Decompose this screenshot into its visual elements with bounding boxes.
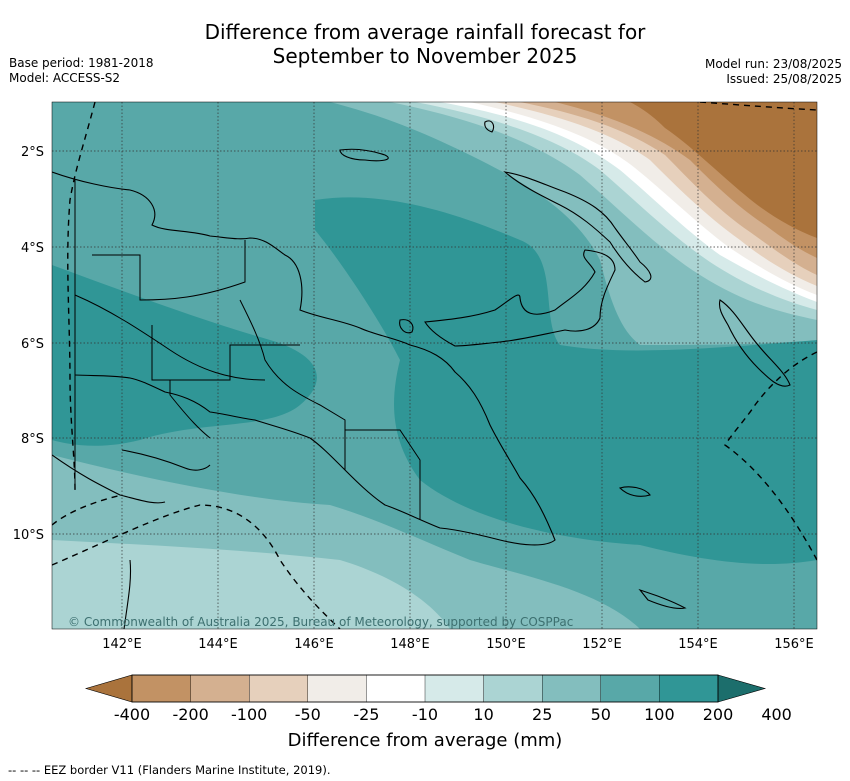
lon-label-146e: 146°E	[294, 637, 334, 652]
map-fill: © Commonwealth of Australia 2025, Bureau…	[52, 102, 817, 629]
lon-label-150e: 150°E	[486, 637, 526, 652]
run-info: Model run: 23/08/2025 Issued: 25/08/2025	[705, 57, 842, 87]
lat-label-8s: 8°S	[21, 432, 44, 447]
colorbar-tick-label: 25	[532, 705, 552, 724]
colorbar-cell	[542, 674, 602, 703]
border-a	[74, 294, 266, 381]
colorbar-ticks: -400 -200 -100 -50 -25 -10 10 25 50 100 200 400	[114, 705, 792, 724]
lat-label-6s: 6°S	[21, 337, 44, 352]
title-line-2: September to November 2025	[272, 44, 578, 68]
colorbar-tick-label: -100	[231, 705, 267, 724]
eez-north	[699, 102, 817, 111]
copyright-text: © Commonwealth of Australia 2025, Bureau…	[68, 615, 573, 629]
new-ireland	[503, 171, 652, 283]
model-text: Model: ACCESS-S2	[9, 71, 121, 85]
band-200-west	[52, 265, 317, 446]
colorbar-tick-label: -25	[353, 705, 379, 724]
lon-label-152e: 152°E	[582, 637, 622, 652]
colorbar-cell	[483, 674, 543, 703]
woodlark-island	[618, 486, 651, 497]
colorbar-tick-label: -400	[114, 705, 150, 724]
colorbar-tick-label: -200	[172, 705, 208, 724]
colorbar-cells	[131, 674, 719, 703]
map-frame	[51, 101, 818, 630]
colorbar-tick-label: 10	[473, 705, 493, 724]
coastlines	[52, 120, 791, 629]
new-guinea-coast	[52, 171, 556, 546]
colorbar-tick-label: 50	[591, 705, 611, 724]
eez-southwest	[52, 494, 123, 526]
border-b	[151, 325, 300, 381]
colorbar-frame	[131, 674, 719, 703]
border-f	[92, 240, 246, 301]
colorbar-cell	[131, 674, 192, 703]
colorbar-cell	[248, 674, 309, 703]
model-info: Base period: 1981-2018 Model: ACCESS-S2	[9, 56, 154, 86]
band-200-central	[315, 197, 817, 565]
colorbar-cell	[600, 674, 660, 703]
border-d	[239, 299, 346, 470]
fly-delta	[121, 449, 211, 471]
map-title: Difference from average rainfall forecas…	[0, 20, 850, 68]
colorbar: -400 -200 -100 -50 -25 -10 10 25 50 100 200 400	[84, 674, 792, 724]
colorbar-tick-label: -10	[412, 705, 438, 724]
colorbar-label: Difference from average (mm)	[287, 730, 563, 751]
graticule	[52, 102, 817, 629]
issued-text: Issued: 25/08/2025	[726, 72, 842, 86]
colorbar-right-arrow	[717, 674, 767, 703]
colorbar-cell	[307, 674, 367, 703]
title-line-1: Difference from average rainfall forecas…	[204, 20, 646, 44]
colorbar-tick-label: 200	[703, 705, 734, 724]
lon-labels: 142°E 144°E 146°E 148°E 150°E 152°E 154°…	[102, 637, 814, 652]
colorbar-cell	[190, 674, 250, 703]
base-period-text: Base period: 1981-2018	[9, 56, 154, 70]
south-coast	[52, 454, 166, 504]
lon-label-144e: 144°E	[198, 637, 238, 652]
lon-label-154e: 154°E	[678, 637, 718, 652]
rossel-island	[638, 588, 687, 609]
cape-york	[123, 559, 132, 629]
border-e	[345, 429, 421, 520]
band-minus400-ne	[630, 102, 817, 238]
band-25-50-sw	[52, 540, 450, 629]
colorbar-left-arrow	[84, 674, 133, 703]
lat-label-10s: 10°S	[13, 528, 44, 543]
eez-west	[67, 102, 96, 491]
colorbar-cell	[659, 674, 719, 703]
province-borders	[74, 180, 421, 520]
border-c	[169, 380, 211, 439]
lat-label-4s: 4°S	[21, 241, 44, 256]
island-1	[399, 319, 414, 334]
colorbar-cell	[366, 674, 426, 703]
model-run-text: Model run: 23/08/2025	[704, 57, 842, 71]
eez-legend: -- -- -- EEZ border V11 (Flanders Marine…	[8, 763, 331, 777]
lon-label-148e: 148°E	[390, 637, 430, 652]
colorbar-cell	[424, 674, 485, 703]
eez-borders	[52, 102, 817, 629]
manus-island	[339, 148, 389, 162]
colorbar-tick-label: 100	[644, 705, 675, 724]
bougainville	[718, 299, 791, 387]
lon-label-142e: 142°E	[102, 637, 142, 652]
eez-south	[52, 504, 341, 629]
colorbar-tick-label: 400	[761, 705, 792, 724]
island-2	[484, 120, 495, 133]
lat-label-2s: 2°S	[21, 145, 44, 160]
eez-east	[724, 351, 817, 561]
new-britain	[424, 249, 616, 347]
lon-label-156e: 156°E	[774, 637, 814, 652]
colorbar-tick-label: -50	[295, 705, 321, 724]
lat-labels: 2°S 4°S 6°S 8°S 10°S	[13, 145, 44, 543]
